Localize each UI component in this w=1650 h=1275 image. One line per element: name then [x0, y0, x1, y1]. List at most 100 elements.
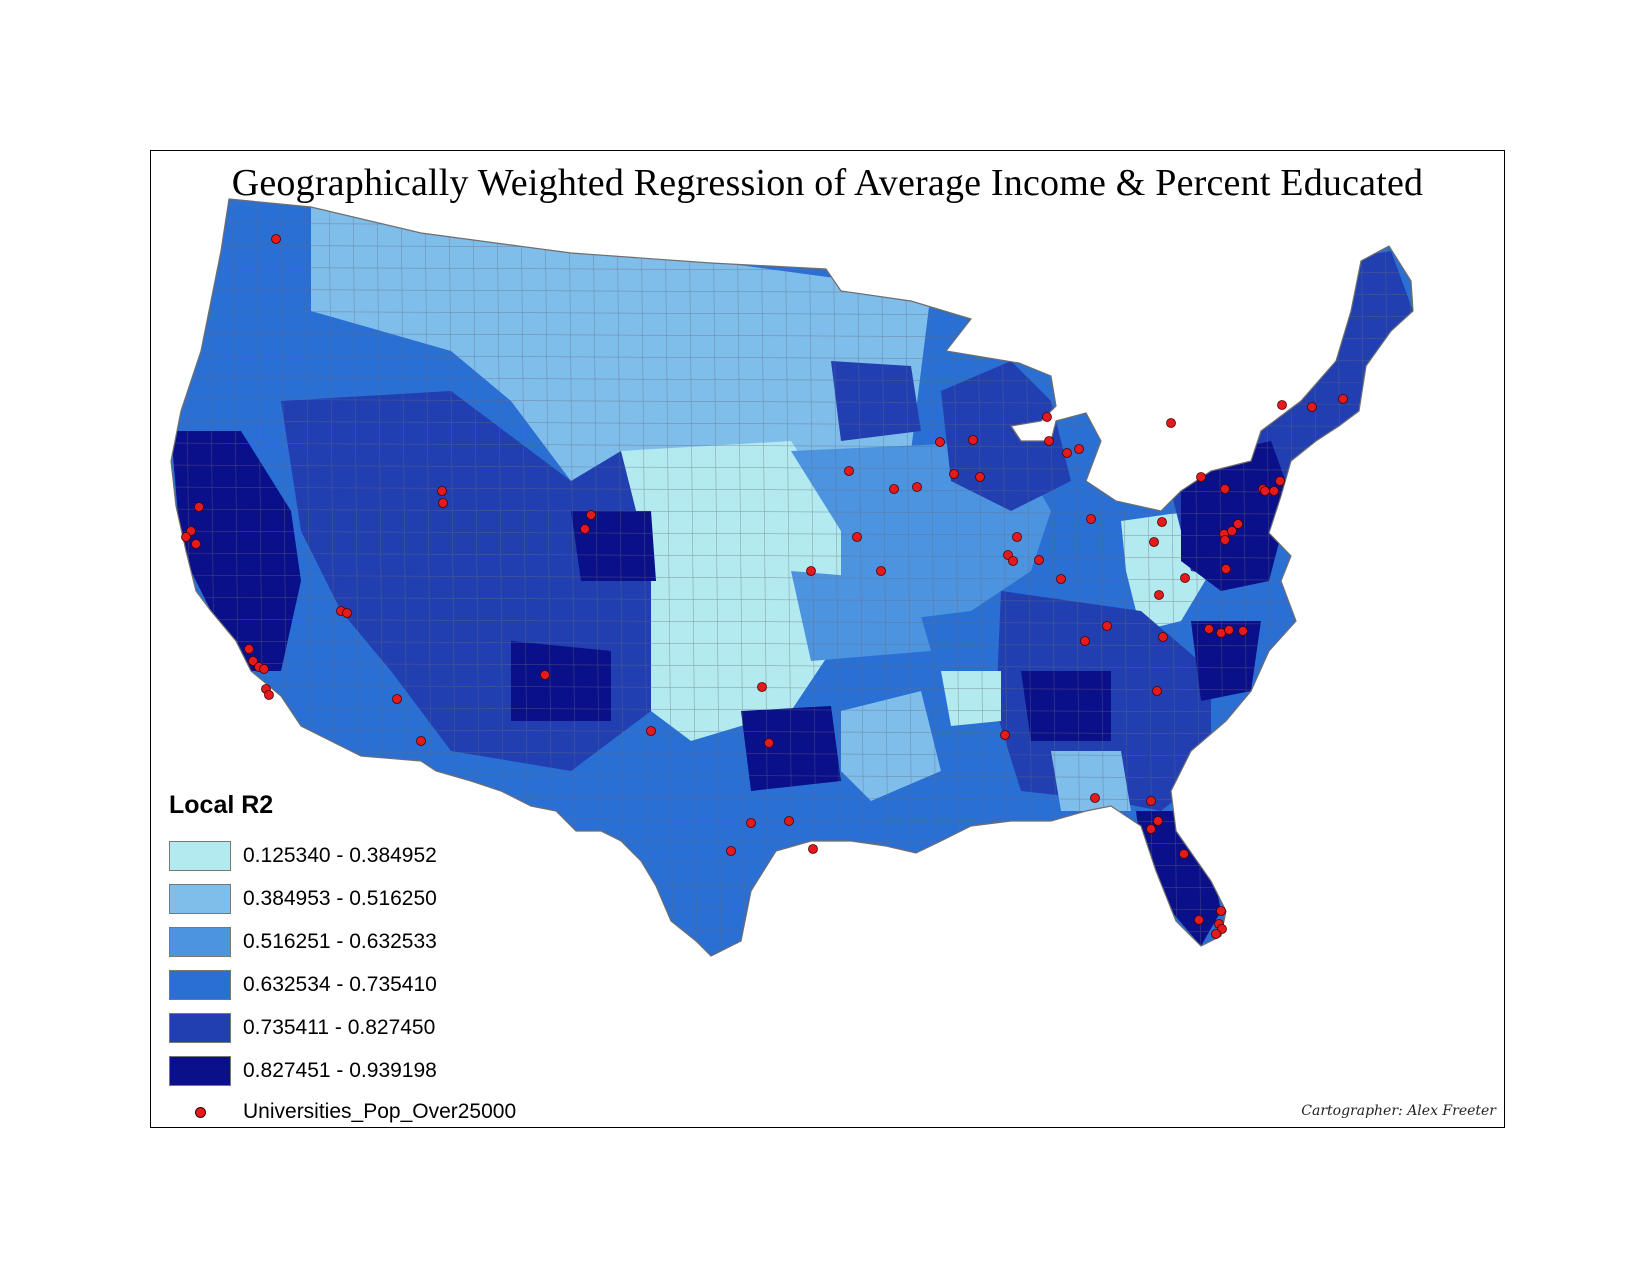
map-frame: Geographically Weighted Regression of Av… [150, 150, 1505, 1128]
university-point [1220, 484, 1230, 494]
university-point [968, 435, 978, 445]
legend: Local R2 0.125340 - 0.384952 0.384953 - … [169, 791, 649, 1132]
university-point [1157, 517, 1167, 527]
region-north-plains [311, 207, 931, 481]
region-tennessee [1021, 671, 1111, 741]
university-point [844, 466, 854, 476]
university-point [1034, 555, 1044, 565]
legend-class-6: 0.827451 - 0.939198 [169, 1049, 649, 1092]
university-point [437, 486, 447, 496]
university-point [1154, 590, 1164, 600]
university-point [889, 484, 899, 494]
university-point [757, 682, 767, 692]
university-point [726, 846, 736, 856]
university-point [1269, 486, 1279, 496]
legend-label-1: 0.125340 - 0.384952 [243, 843, 437, 867]
university-point [746, 818, 756, 828]
university-point [194, 502, 204, 512]
legend-swatch-6 [169, 1055, 231, 1086]
university-point [342, 608, 352, 618]
legend-label-5: 0.735411 - 0.827450 [243, 1015, 436, 1039]
legend-points-label: Universities_Pop_Over25000 [243, 1100, 517, 1123]
university-point [1074, 444, 1084, 454]
university-point [1180, 573, 1190, 583]
university-point [1080, 636, 1090, 646]
legend-class-4: 0.632534 - 0.735410 [169, 963, 649, 1006]
university-point [1090, 793, 1100, 803]
region-georgia [1051, 751, 1131, 811]
university-point [852, 532, 862, 542]
university-point [876, 566, 886, 576]
region-missouri [791, 571, 931, 661]
university-point [912, 482, 922, 492]
region-colorado [571, 511, 656, 581]
university-point [1275, 476, 1285, 486]
university-point [806, 566, 816, 576]
university-point [259, 664, 269, 674]
university-point [784, 816, 794, 826]
university-point-symbol [194, 1106, 206, 1118]
legend-swatch-3 [169, 926, 231, 957]
legend-label-4: 0.632534 - 0.735410 [243, 972, 437, 996]
university-point [1008, 556, 1018, 566]
university-point [1042, 412, 1052, 422]
university-point [1086, 514, 1096, 524]
legend-class-2: 0.384953 - 0.516250 [169, 877, 649, 920]
university-point [1227, 526, 1237, 536]
legend-label-6: 0.827451 - 0.939198 [243, 1058, 437, 1082]
university-point [1000, 730, 1010, 740]
map-canvas [170, 198, 1414, 957]
university-point [1149, 537, 1159, 547]
university-point [1153, 816, 1163, 826]
university-point [1238, 626, 1248, 636]
university-point [1260, 486, 1270, 496]
legend-class-1: 0.125340 - 0.384952 [169, 834, 649, 877]
legend-swatch-1 [169, 840, 231, 871]
legend-swatch-4 [169, 969, 231, 1000]
university-point [181, 532, 191, 542]
university-point [1277, 400, 1287, 410]
region-mid-atlantic [1181, 441, 1291, 591]
university-point [1179, 849, 1189, 859]
region-lower-mississippi [841, 691, 941, 801]
region-carolinas [1191, 621, 1261, 701]
university-point [1224, 625, 1234, 635]
region-new-mexico [511, 641, 611, 721]
university-point [244, 644, 254, 654]
university-point [1062, 448, 1072, 458]
university-point [1307, 402, 1317, 412]
university-point [1158, 632, 1168, 642]
university-point [935, 437, 945, 447]
university-point [1044, 436, 1054, 446]
university-point [392, 694, 402, 704]
legend-label-2: 0.384953 - 0.516250 [243, 886, 437, 910]
university-point [764, 738, 774, 748]
university-point [1220, 535, 1230, 545]
university-point [1152, 686, 1162, 696]
university-point [1211, 929, 1221, 939]
university-point [1146, 824, 1156, 834]
region-wisconsin [831, 361, 921, 441]
university-point [1216, 906, 1226, 916]
university-point [975, 472, 985, 482]
map-title: Geographically Weighted Regression of Av… [231, 162, 1424, 204]
legend-swatch-5 [169, 1012, 231, 1043]
university-point [1204, 624, 1214, 634]
university-point [580, 524, 590, 534]
university-point [1233, 519, 1243, 529]
university-point [1194, 915, 1204, 925]
legend-swatch-2 [169, 883, 231, 914]
legend-title: Local R2 [169, 791, 274, 819]
university-point [1102, 621, 1112, 631]
university-point [949, 469, 959, 479]
region-great-lakes [941, 361, 1071, 511]
region-arkansas [941, 671, 1001, 726]
university-point [586, 510, 596, 520]
university-point [1166, 418, 1176, 428]
university-point [1146, 796, 1156, 806]
university-point [540, 670, 550, 680]
university-point [248, 656, 258, 666]
university-point [646, 726, 656, 736]
legend-label-3: 0.516251 - 0.632533 [243, 929, 437, 953]
university-point [191, 539, 201, 549]
